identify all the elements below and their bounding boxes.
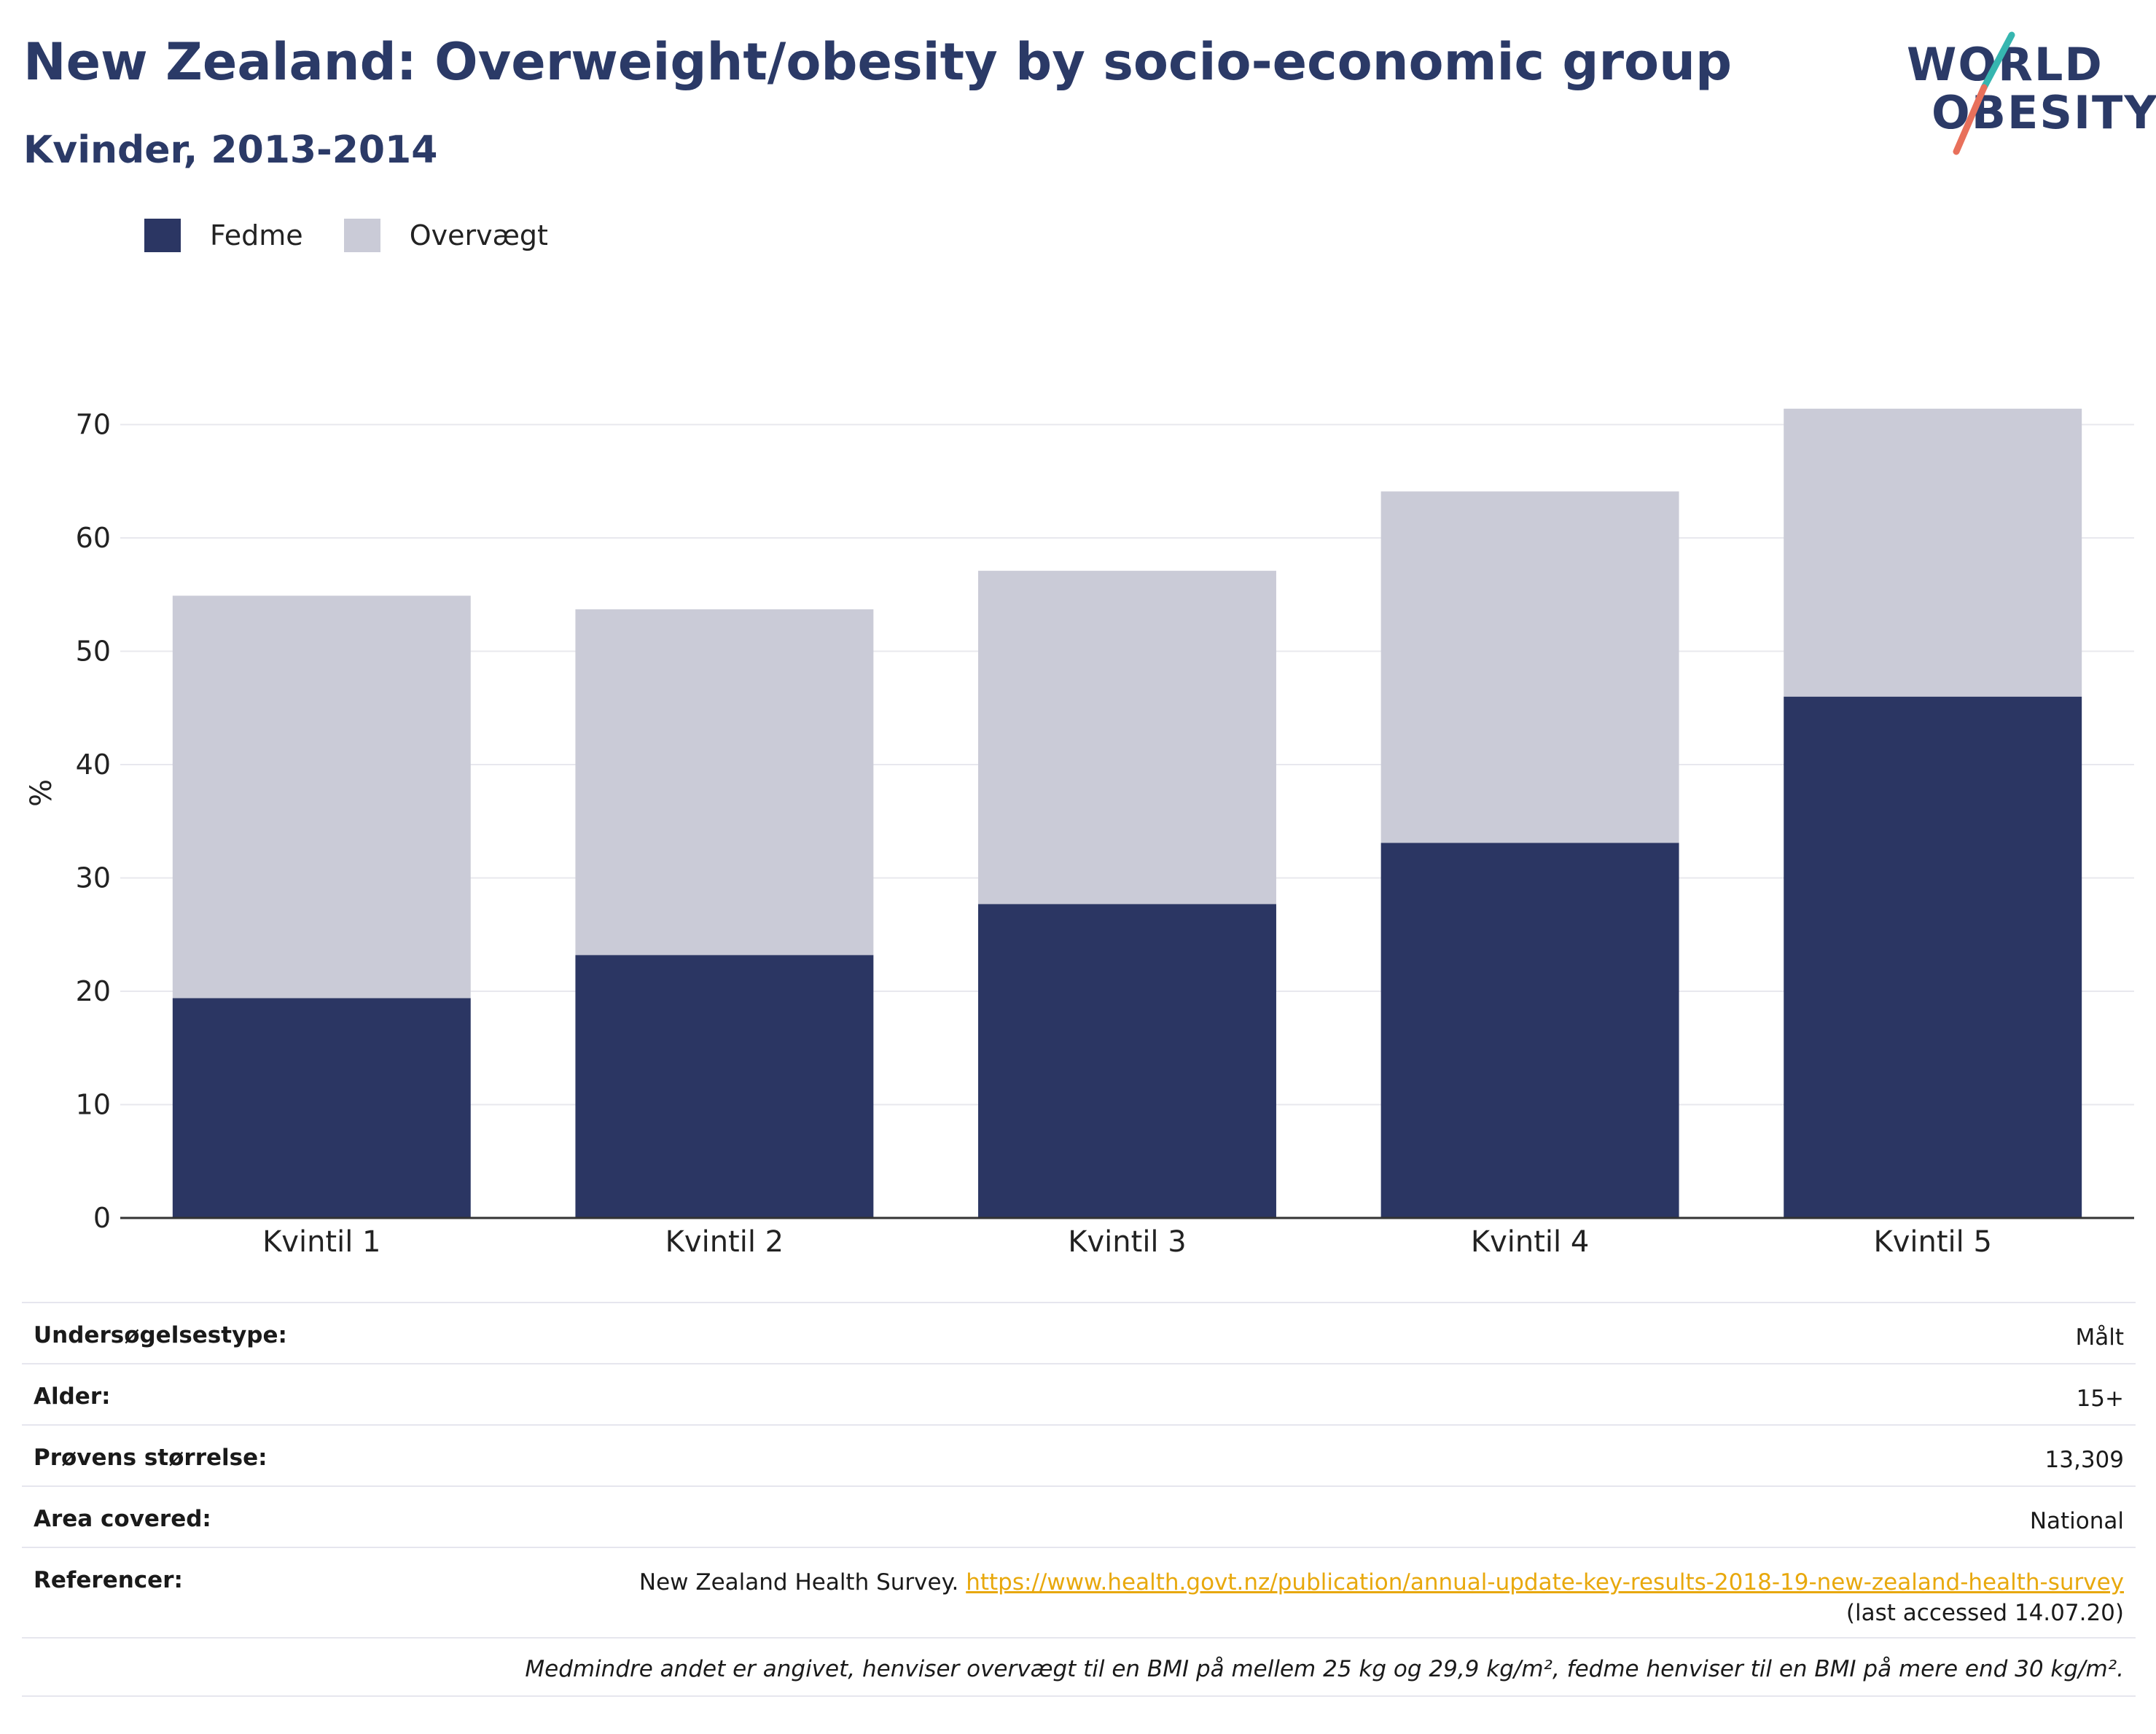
y-tick-label: 60 [76, 522, 111, 554]
stacked-bar-chart: 0 10 20 30 40 50 60 70% Kvintil 1 Kvintil 2 Kvinti… [25, 408, 2134, 1259]
chart-title: New Zealand: Overweight/obesity by socio… [23, 32, 1733, 92]
bar-fedme [978, 904, 1276, 1218]
legend-swatch-overvaegt [343, 219, 380, 252]
legend-item-fedme[interactable]: Fedme [144, 219, 303, 252]
survey-type-value: Målt [2075, 1324, 2124, 1351]
y-axis-label: % [25, 779, 58, 807]
bar-overvaegt [978, 571, 1276, 905]
area-value: National [2029, 1508, 2124, 1534]
logo-slash-icon [1953, 31, 2015, 155]
references-value: New Zealand Health Survey. https://www.h… [639, 1567, 2124, 1628]
x-tick-label: Kvintil 5 [1873, 1225, 1991, 1259]
bar-fedme [1784, 696, 2082, 1218]
bar-overvaegt [1380, 491, 1679, 843]
y-tick-label: 0 [93, 1202, 111, 1234]
x-tick-label: Kvintil 2 [665, 1225, 784, 1259]
legend-label-overvaegt: Overvægt [409, 219, 548, 251]
y-tick-label: 10 [76, 1089, 111, 1121]
bar-overvaegt [575, 609, 874, 956]
bar-overvaegt [172, 595, 471, 999]
age-value: 15+ [2076, 1386, 2124, 1412]
info-row-references: Referencer: New Zealand Health Survey. h… [22, 1547, 2136, 1637]
info-row-sample-size: Prøvens størrelse: 13,309 [22, 1424, 2136, 1485]
references-accessed: (last accessed 14.07.20) [1846, 1600, 2124, 1626]
bar-fedme [172, 998, 471, 1218]
references-label: Referencer: [34, 1567, 183, 1593]
survey-type-label: Undersøgelsestype: [34, 1322, 287, 1348]
info-row-survey-type: Undersøgelsestype: Målt [22, 1302, 2136, 1363]
x-tick-label: Kvintil 3 [1068, 1225, 1186, 1259]
references-link[interactable]: https://www.health.govt.nz/publication/a… [966, 1569, 2124, 1596]
sample-size-label: Prøvens størrelse: [34, 1445, 267, 1471]
y-tick-label: 30 [76, 862, 111, 894]
y-tick-label: 40 [76, 749, 111, 781]
references-text: New Zealand Health Survey. [638, 1569, 966, 1596]
chart-subtitle: Kvinder, 2013-2014 [23, 128, 438, 172]
sample-size-value: 13,309 [2044, 1447, 2124, 1473]
age-label: Alder: [34, 1383, 111, 1410]
x-tick-label: Kvintil 1 [262, 1225, 380, 1259]
info-row-note: Medmindre andet er angivet, henviser ove… [22, 1637, 2136, 1697]
chart-legend: Fedme Overvægt [144, 217, 589, 254]
legend-label-fedme: Fedme [210, 219, 303, 251]
bar-fedme [575, 955, 874, 1218]
bar-overvaegt [1784, 408, 2082, 697]
legend-item-overvaegt[interactable]: Overvægt [343, 219, 548, 252]
world-obesity-logo: WORLD OBESITY [1902, 22, 2156, 155]
bmi-definition-note: Medmindre andet er angivet, henviser ove… [525, 1656, 2124, 1682]
legend-swatch-fedme [144, 219, 181, 252]
bar-fedme [1380, 843, 1679, 1218]
survey-info-table: Undersøgelsestype: Målt Alder: 15+ Prøve… [22, 1302, 2136, 1697]
info-row-area: Area covered: National [22, 1485, 2136, 1547]
x-tick-label: Kvintil 4 [1471, 1225, 1589, 1259]
y-tick-label: 20 [76, 975, 111, 1007]
info-row-age: Alder: 15+ [22, 1363, 2136, 1424]
area-label: Area covered: [34, 1506, 211, 1532]
y-tick-label: 70 [76, 409, 111, 441]
y-tick-label: 50 [76, 636, 111, 668]
